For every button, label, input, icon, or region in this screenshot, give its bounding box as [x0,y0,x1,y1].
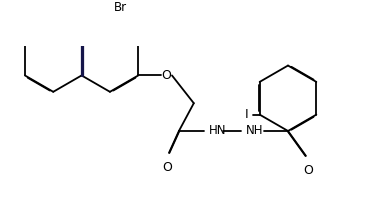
Text: Br: Br [114,2,127,14]
Text: HN: HN [209,124,226,138]
Text: O: O [162,161,172,174]
Text: O: O [303,164,313,177]
Text: I: I [245,108,249,121]
Text: NH: NH [246,124,264,138]
Text: O: O [161,69,171,82]
